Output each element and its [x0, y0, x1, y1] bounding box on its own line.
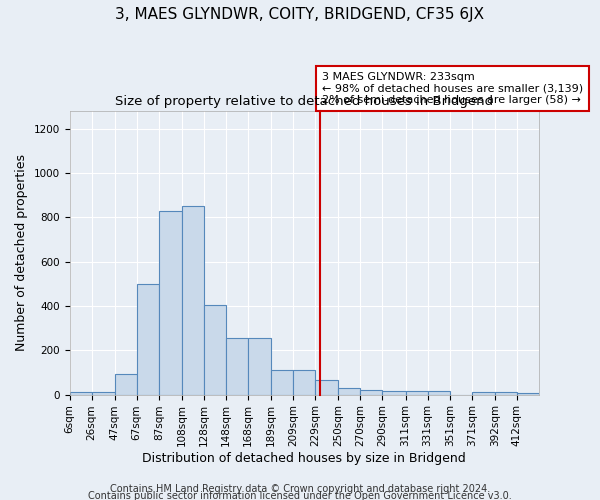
Y-axis label: Number of detached properties: Number of detached properties	[15, 154, 28, 351]
Bar	[248, 338, 271, 394]
Bar	[293, 370, 315, 394]
Bar	[70, 392, 92, 394]
Bar	[226, 338, 248, 394]
Bar	[159, 210, 182, 394]
Text: 3, MAES GLYNDWR, COITY, BRIDGEND, CF35 6JX: 3, MAES GLYNDWR, COITY, BRIDGEND, CF35 6…	[115, 8, 485, 22]
Bar	[271, 370, 293, 394]
Bar	[204, 305, 226, 394]
Text: Contains public sector information licensed under the Open Government Licence v3: Contains public sector information licen…	[88, 491, 512, 500]
Bar	[472, 392, 495, 394]
Text: Contains HM Land Registry data © Crown copyright and database right 2024.: Contains HM Land Registry data © Crown c…	[110, 484, 490, 494]
Bar	[338, 388, 361, 394]
Bar	[115, 374, 137, 394]
X-axis label: Distribution of detached houses by size in Bridgend: Distribution of detached houses by size …	[142, 452, 466, 465]
Bar	[406, 392, 428, 394]
Bar	[361, 390, 382, 394]
Bar	[495, 392, 517, 394]
Bar	[92, 392, 115, 394]
Bar	[315, 380, 338, 394]
Bar	[382, 392, 406, 394]
Bar	[137, 284, 159, 395]
Text: 3 MAES GLYNDWR: 233sqm
← 98% of detached houses are smaller (3,139)
2% of semi-d: 3 MAES GLYNDWR: 233sqm ← 98% of detached…	[322, 72, 583, 105]
Title: Size of property relative to detached houses in Bridgend: Size of property relative to detached ho…	[115, 96, 493, 108]
Bar	[182, 206, 204, 394]
Bar	[428, 392, 449, 394]
